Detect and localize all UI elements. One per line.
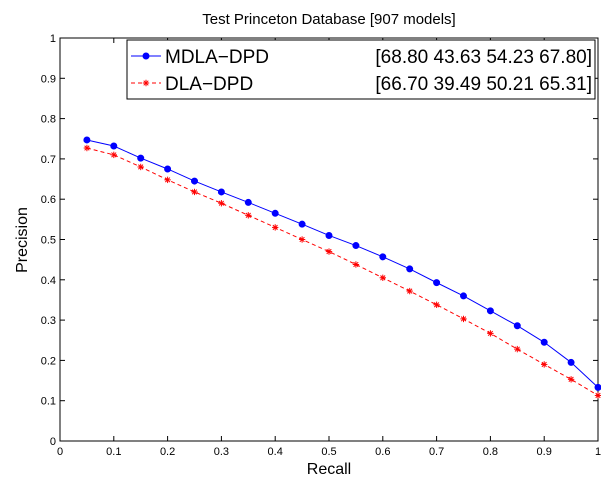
data-point — [137, 154, 145, 162]
data-point — [218, 200, 225, 207]
plot-area — [59, 37, 599, 442]
data-point — [325, 231, 333, 239]
data-point — [83, 144, 91, 152]
x-tick-label: 0.1 — [106, 446, 121, 458]
series-1 — [83, 144, 601, 399]
y-tick-label: 0.3 — [41, 315, 56, 327]
legend-entry: DLA−DPD [66.70 39.49 50.21 65.31] — [131, 74, 592, 95]
data-point — [406, 287, 413, 295]
series-line — [86, 139, 599, 388]
data-point — [164, 165, 172, 173]
y-tick-label: 0.7 — [41, 154, 56, 166]
data-point — [433, 301, 440, 308]
data-point — [541, 361, 548, 368]
data-point — [379, 253, 387, 261]
series-line — [86, 147, 599, 396]
series-layer — [83, 136, 601, 399]
data-point — [244, 198, 252, 206]
y-axis-title: Precision — [14, 207, 31, 273]
data-point — [514, 345, 521, 353]
y-tick-label: 0.4 — [41, 275, 56, 287]
data-point — [110, 142, 118, 150]
data-point — [83, 136, 91, 144]
data-point — [594, 383, 601, 391]
x-tick-label: 0.5 — [321, 446, 336, 458]
x-tick-label: 0.6 — [375, 446, 390, 458]
data-point — [325, 248, 333, 255]
data-point — [594, 392, 601, 399]
data-point — [540, 338, 548, 346]
legend-entry: MDLA−DPD [68.80 43.63 54.23 67.80] — [131, 47, 592, 68]
data-point — [487, 330, 494, 337]
legend-series-stats: [68.80 43.63 54.23 67.80] — [375, 47, 592, 68]
legend-series-name: MDLA−DPD — [165, 47, 269, 68]
y-tick-label: 0.8 — [41, 114, 56, 126]
data-point — [567, 376, 575, 383]
x-tick-label: 0.3 — [214, 446, 229, 458]
data-point — [352, 242, 360, 250]
data-point — [272, 224, 279, 231]
y-tick-label: 0.2 — [41, 355, 56, 367]
data-point — [191, 177, 198, 185]
y-tick-label: 0.9 — [41, 73, 56, 85]
y-tick-label: 0.1 — [41, 396, 56, 408]
data-point — [406, 265, 414, 273]
data-point — [298, 220, 306, 228]
x-tick-label: 0.7 — [429, 446, 444, 458]
y-tick-label: 0.5 — [41, 235, 56, 247]
chart-title: Test Princeton Database [907 models] — [202, 11, 455, 28]
data-point — [567, 358, 575, 366]
x-tick-label: 0.2 — [160, 446, 175, 458]
x-tick-label: 0.8 — [483, 446, 498, 458]
data-point — [271, 209, 279, 217]
legend-box — [126, 39, 596, 100]
y-tick-label: 0 — [50, 436, 56, 448]
y-axis: 0 0.1 0.2 0.3 0.4 0.5 0.6 0.7 0.8 0.9 1 — [41, 33, 598, 448]
data-point — [110, 151, 117, 159]
x-axis-title: Recall — [307, 461, 351, 478]
data-point — [164, 176, 171, 184]
data-point — [217, 188, 225, 196]
data-point — [513, 322, 521, 330]
x-tick-label: 0 — [57, 446, 63, 458]
data-point — [245, 212, 252, 219]
legend-series-name: DLA−DPD — [165, 74, 253, 95]
x-tick-label: 0.4 — [268, 446, 283, 458]
x-tick-label: 1 — [595, 446, 601, 458]
data-point — [379, 274, 386, 281]
data-point — [191, 188, 198, 196]
data-point — [298, 236, 306, 243]
y-tick-label: 0.6 — [41, 194, 56, 206]
data-point — [460, 315, 467, 323]
legend-marker — [142, 79, 150, 87]
legend: MDLA−DPD [68.80 43.63 54.23 67.80] DLA−DPD… — [126, 39, 596, 100]
x-tick-label: 0.9 — [537, 446, 552, 458]
data-point — [460, 292, 467, 300]
data-point — [433, 279, 441, 287]
series-0 — [83, 136, 601, 391]
y-tick-label: 1 — [50, 33, 56, 45]
legend-marker — [142, 52, 150, 60]
data-point — [352, 261, 360, 268]
data-point — [137, 163, 144, 171]
data-point — [486, 307, 494, 315]
legend-series-stats: [66.70 39.49 50.21 65.31] — [375, 74, 592, 95]
